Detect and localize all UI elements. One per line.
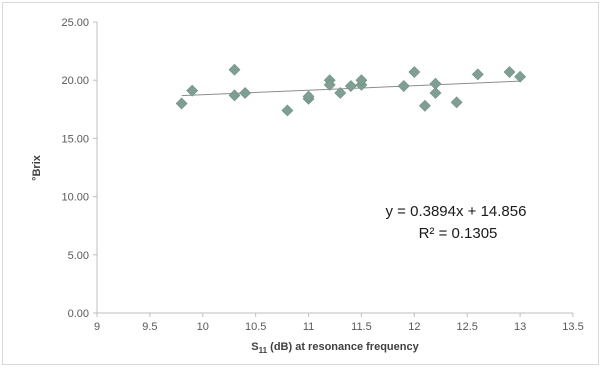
data-points — [175, 63, 527, 117]
data-point — [334, 87, 347, 99]
data-point — [418, 99, 431, 112]
r-squared-label: R² = 0.1305 — [419, 225, 498, 242]
x-axis-title-main: S — [251, 341, 258, 353]
data-point — [323, 78, 336, 91]
data-point — [514, 70, 527, 83]
x-tick-labels: 9 9.5 10 10.5 11 11.5 12 12.5 13 13.5 — [94, 313, 584, 333]
x-tick-label: 10.5 — [245, 321, 266, 333]
data-point — [450, 96, 463, 109]
data-point — [408, 66, 421, 78]
x-tick-label: 13 — [514, 321, 526, 333]
data-point — [344, 80, 357, 92]
data-point — [397, 80, 410, 92]
chart-frame — [2, 2, 599, 365]
x-tick-label: 10 — [197, 321, 209, 333]
trendline-equation: y = 0.3894x + 14.856 — [386, 203, 527, 220]
data-point — [228, 89, 241, 102]
x-tick-label: 11.5 — [351, 321, 372, 333]
x-tick-label: 9 — [94, 321, 100, 333]
y-tick-label: 0.00 — [68, 308, 89, 320]
data-point — [175, 97, 188, 110]
data-point — [228, 63, 241, 76]
x-axis-title-subscript: 11 — [259, 346, 268, 355]
x-tick-label: 13.5 — [562, 321, 583, 333]
data-point — [239, 87, 252, 99]
y-axis-title: °Brix — [31, 154, 43, 181]
y-tick-label: 15.00 — [61, 133, 89, 145]
data-point — [281, 104, 294, 117]
y-tick-label: 10.00 — [61, 192, 89, 204]
data-point — [186, 84, 199, 97]
x-tick-label: 9.5 — [142, 321, 157, 333]
data-point — [302, 90, 315, 103]
y-tick-labels: 0.00 5.00 10.00 15.00 20.00 25.00 — [61, 17, 97, 320]
x-tick-label: 12 — [408, 321, 420, 333]
y-tick-label: 20.00 — [61, 75, 89, 87]
data-point — [355, 74, 368, 87]
y-tick-label: 5.00 — [68, 250, 89, 262]
axes — [96, 22, 573, 314]
x-tick-label: 12.5 — [457, 321, 478, 333]
y-tick-label: 25.00 — [61, 17, 89, 29]
data-point — [471, 68, 484, 81]
data-point — [503, 66, 516, 78]
x-axis-title: S11 (dB) at resonance frequency — [251, 341, 419, 355]
data-point — [429, 87, 442, 99]
x-tick-label: 11 — [303, 321, 314, 333]
x-axis-title-rest: (dB) at resonance frequency — [267, 341, 419, 353]
